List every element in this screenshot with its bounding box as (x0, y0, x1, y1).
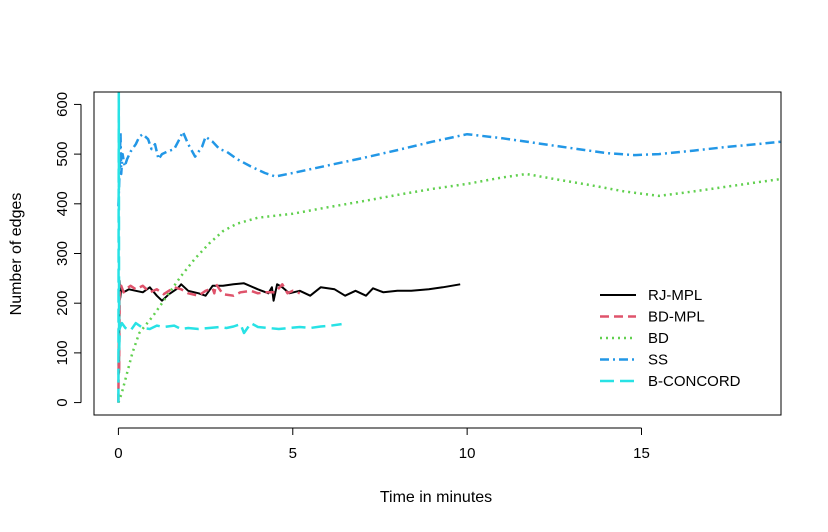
legend-label-rj-mpl: RJ-MPL (648, 287, 702, 304)
y-tick-label: 300 (54, 241, 71, 266)
legend-label-bd: BD (648, 330, 669, 347)
y-tick-label: 0 (54, 398, 71, 406)
y-tick-label: 500 (54, 142, 71, 167)
x-tick-label: 5 (289, 445, 297, 462)
legend-label-ss: SS (648, 352, 668, 369)
plot-frame (93, 91, 782, 416)
y-tick-label: 100 (54, 340, 71, 365)
legend-label-bd-mpl: BD-MPL (648, 309, 705, 326)
y-tick-label: 600 (54, 92, 71, 117)
series-line-b-concord (117, 92, 342, 403)
y-tick-label: 400 (54, 191, 71, 216)
x-axis-title: Time in minutes (380, 489, 492, 506)
y-tick-label: 200 (54, 291, 71, 316)
y-axis-title: Number of edges (8, 193, 25, 316)
legend: RJ-MPL BD-MPL BD SS B-CONCORD (600, 287, 741, 390)
legend-label-b-concord: B-CONCORD (648, 373, 741, 390)
x-tick-label: 10 (459, 445, 476, 462)
series-line-ss (117, 130, 781, 207)
series-line-rj-mpl (117, 279, 461, 403)
series-line-bd (117, 172, 781, 404)
plot-lines (117, 92, 781, 404)
x-tick-label: 15 (633, 445, 650, 462)
y-axis: 0 100 200 300 400 500 600 (54, 92, 82, 407)
x-tick-label: 0 (114, 445, 122, 462)
series-line-bd-mpl (117, 283, 301, 403)
x-axis: 0 5 10 15 (114, 427, 650, 462)
